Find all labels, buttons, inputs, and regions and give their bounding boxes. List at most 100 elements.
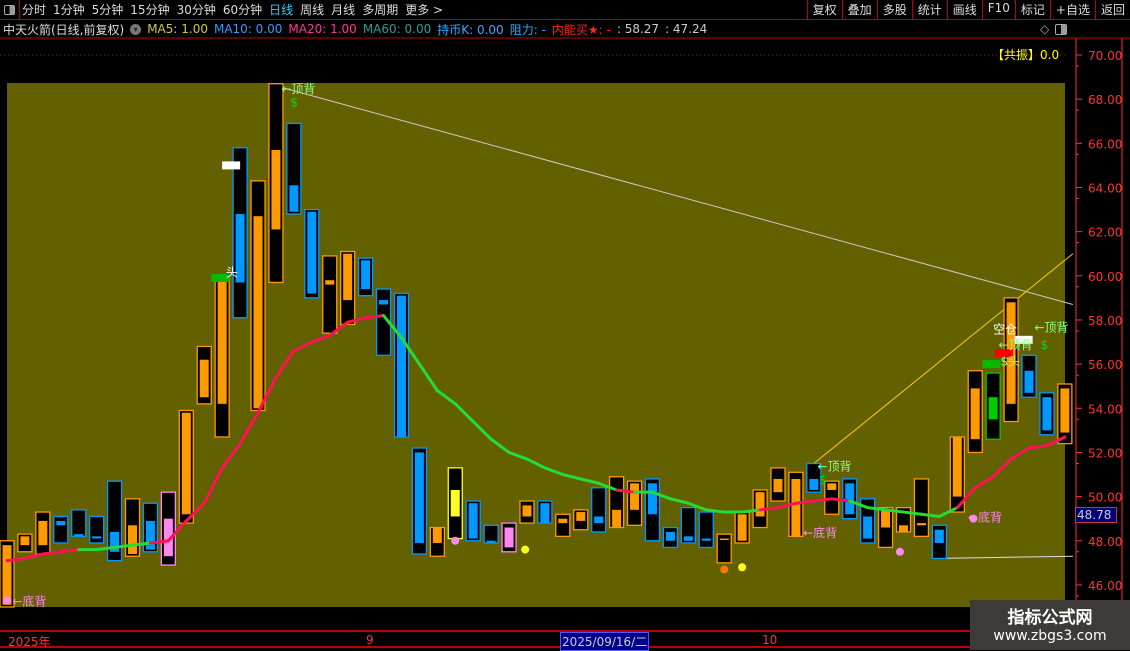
signal-label: 空仓: [993, 322, 1017, 336]
signal-marker: [222, 161, 241, 170]
signal-label: 头: [226, 265, 238, 279]
price-tick-label: 52.00: [1088, 446, 1122, 460]
candle-bar: [20, 536, 30, 546]
price-tick-label: 66.00: [1088, 137, 1122, 151]
candle-bar: [307, 211, 317, 294]
ma-line-segment: [399, 336, 421, 366]
period-tab[interactable]: 5分钟: [91, 3, 124, 17]
ma-line-segment: [5, 556, 27, 563]
price-tick-label: 62.00: [1088, 226, 1122, 240]
signal-label: ←底背: [803, 525, 837, 540]
toolbar-button[interactable]: 复权: [806, 0, 842, 20]
candle-bar: [773, 478, 783, 493]
period-tab[interactable]: 30分钟: [176, 3, 216, 17]
period-tab[interactable]: 月线: [331, 3, 356, 17]
ma-line-segment: [597, 481, 619, 492]
ma60-value: MA60: 0.00: [362, 22, 432, 36]
toolbar-button[interactable]: 标记: [1014, 0, 1050, 20]
candle-bar: [343, 253, 353, 301]
ma-line-segment: [579, 477, 601, 485]
signal-label: ←底背: [12, 593, 46, 608]
signal-label: ←顶背: [1034, 321, 1068, 335]
candle-bar: [899, 525, 908, 532]
candle-bar: [558, 518, 568, 524]
price-tick-label: 46.00: [1088, 579, 1122, 593]
period-tab[interactable]: 多周期: [362, 3, 399, 17]
value-2: : 47.24: [665, 22, 708, 36]
signal-label: ←底背: [968, 509, 1002, 524]
candle-bar: [110, 531, 120, 552]
signal-marker: [994, 349, 1013, 358]
period-tab[interactable]: 60分钟: [222, 3, 263, 17]
ma-line-segment: [812, 497, 834, 503]
candle-bar: [916, 523, 926, 526]
ma-line-segment: [686, 501, 708, 512]
ma-line-segment: [256, 375, 278, 415]
ma5-value: MA5: 1.00: [147, 22, 208, 36]
ma-line-segment: [991, 457, 1013, 479]
toolbar-button[interactable]: 叠加: [841, 0, 877, 20]
toolbar-button[interactable]: 返回: [1094, 0, 1130, 20]
candle-box: [89, 515, 105, 544]
candle-box: [716, 533, 732, 564]
ma-line-segment: [220, 442, 242, 470]
period-tab[interactable]: 更多 >: [405, 3, 444, 17]
ma-line-segment: [453, 402, 475, 424]
period-tab[interactable]: 1分钟: [53, 3, 85, 17]
candle-box: [913, 478, 930, 537]
candle-box: [591, 487, 607, 533]
panel-toggle-icon[interactable]: [0, 0, 20, 19]
price-tick-label: 60.00: [1088, 270, 1122, 284]
candle-bar: [522, 505, 532, 517]
ma-line-segment: [1027, 444, 1049, 450]
price-tick-label: 70.00: [1088, 49, 1122, 63]
candle-bar: [845, 483, 855, 515]
ma-line-segment: [166, 519, 188, 543]
candle-bar: [863, 516, 873, 539]
period-tab[interactable]: 分时: [22, 3, 47, 17]
toolbar-button[interactable]: 多股: [876, 0, 912, 20]
toolbar-button[interactable]: F10: [981, 0, 1015, 20]
candle-bar: [1060, 388, 1070, 433]
candle-box: [322, 255, 338, 334]
toolbar-button[interactable]: +自选: [1049, 0, 1095, 20]
toolbar-button[interactable]: 画线: [946, 0, 982, 20]
toolbar-button[interactable]: 统计: [911, 0, 947, 20]
candle-bar: [755, 492, 765, 517]
signal-label: ←顶背: [999, 338, 1033, 352]
candle-bar: [74, 534, 84, 537]
zuli-value: 阻力: -: [509, 22, 546, 37]
candle-bar: [56, 520, 66, 526]
trend-line: [275, 85, 1074, 305]
ma-line-segment: [919, 512, 941, 518]
period-tab[interactable]: 15分钟: [130, 3, 170, 17]
ma-line-segment: [184, 501, 206, 523]
dropdown-circle-icon[interactable]: ▾: [130, 23, 142, 35]
ma-line-segment: [615, 488, 637, 494]
diamond-icon[interactable]: ◇: [1040, 22, 1050, 36]
period-tab[interactable]: 日线: [269, 3, 294, 17]
signal-dot: [451, 536, 460, 545]
ma-line-segment: [543, 466, 565, 477]
signal-label: $: [1040, 338, 1048, 352]
ma-line-segment: [902, 510, 923, 516]
candle-bar: [504, 527, 514, 548]
signal-label: $: [290, 95, 298, 109]
candle-bar: [145, 520, 155, 550]
ma20-value: MA20: 1.00: [288, 22, 357, 36]
watermark-title: 指标公式网: [1007, 608, 1093, 628]
lower-strip: [0, 610, 970, 630]
candle-bar: [540, 503, 550, 524]
signal-dot: [895, 547, 904, 556]
toggle-icon[interactable]: [1055, 24, 1068, 35]
candle-bar: [612, 509, 622, 528]
price-tick-label: 54.00: [1088, 402, 1122, 416]
trend-line: [939, 555, 1073, 559]
ma-line-segment: [955, 486, 977, 510]
candle-bar: [719, 538, 729, 541]
stock-title[interactable]: 中天火箭(日线,前复权): [3, 22, 125, 37]
gongzhen-value: 【共振】0.0: [992, 48, 1060, 62]
period-tab[interactable]: 周线: [300, 3, 325, 17]
candle-bar: [952, 436, 962, 497]
